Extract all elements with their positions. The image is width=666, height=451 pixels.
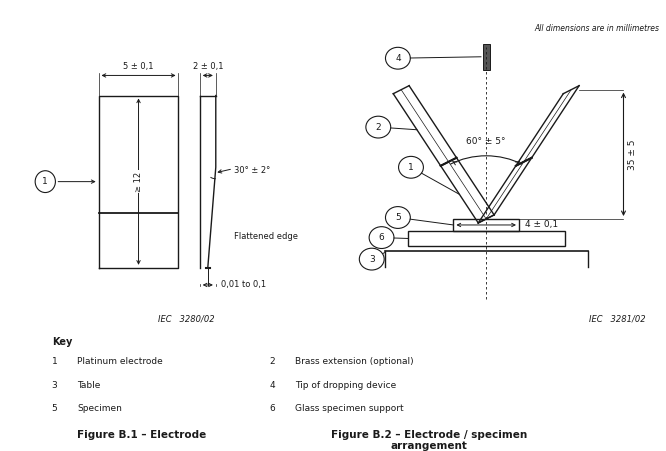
Text: 2: 2 bbox=[269, 357, 274, 366]
Text: Figure B.2 – Electrode / specimen
arrangement: Figure B.2 – Electrode / specimen arrang… bbox=[331, 430, 527, 451]
Text: Table: Table bbox=[77, 381, 101, 390]
Text: 6: 6 bbox=[269, 404, 275, 413]
Text: 1: 1 bbox=[43, 177, 48, 186]
Text: 3: 3 bbox=[52, 381, 57, 390]
Text: 5: 5 bbox=[52, 404, 57, 413]
Text: IEC   3280/02: IEC 3280/02 bbox=[158, 315, 215, 324]
Text: 35 ± 5: 35 ± 5 bbox=[629, 139, 637, 170]
Text: 0,01 to 0,1: 0,01 to 0,1 bbox=[221, 281, 266, 290]
Text: Tip of dropping device: Tip of dropping device bbox=[294, 381, 396, 390]
Text: Platinum electrode: Platinum electrode bbox=[77, 357, 163, 366]
Bar bbox=[408, 231, 565, 246]
Text: 2 ± 0,1: 2 ± 0,1 bbox=[192, 62, 223, 71]
Text: Flattened edge: Flattened edge bbox=[234, 232, 298, 241]
Text: 4: 4 bbox=[269, 381, 274, 390]
Text: IEC   3281/02: IEC 3281/02 bbox=[589, 315, 645, 324]
Text: Key: Key bbox=[52, 337, 72, 347]
Text: 1: 1 bbox=[408, 163, 414, 172]
Text: 30° ± 2°: 30° ± 2° bbox=[234, 166, 270, 175]
Text: ≥ 12: ≥ 12 bbox=[134, 171, 143, 192]
Text: Brass extension (optional): Brass extension (optional) bbox=[294, 357, 414, 366]
Text: Figure B.1 – Electrode: Figure B.1 – Electrode bbox=[77, 430, 206, 440]
Text: 60° ± 5°: 60° ± 5° bbox=[466, 137, 506, 146]
Text: 4 ± 0,1: 4 ± 0,1 bbox=[525, 221, 559, 230]
Bar bbox=[483, 44, 490, 70]
Text: 2: 2 bbox=[376, 123, 381, 132]
Text: 4: 4 bbox=[395, 54, 401, 63]
Text: 6: 6 bbox=[379, 233, 384, 242]
Text: 5: 5 bbox=[395, 213, 401, 222]
Text: All dimensions are in millimetres: All dimensions are in millimetres bbox=[534, 24, 659, 33]
Text: Specimen: Specimen bbox=[77, 404, 122, 413]
Text: 1: 1 bbox=[52, 357, 57, 366]
Bar bbox=[454, 219, 519, 231]
Text: 5 ± 0,1: 5 ± 0,1 bbox=[123, 62, 154, 71]
Text: Glass specimen support: Glass specimen support bbox=[294, 404, 404, 413]
Text: 3: 3 bbox=[369, 255, 374, 264]
